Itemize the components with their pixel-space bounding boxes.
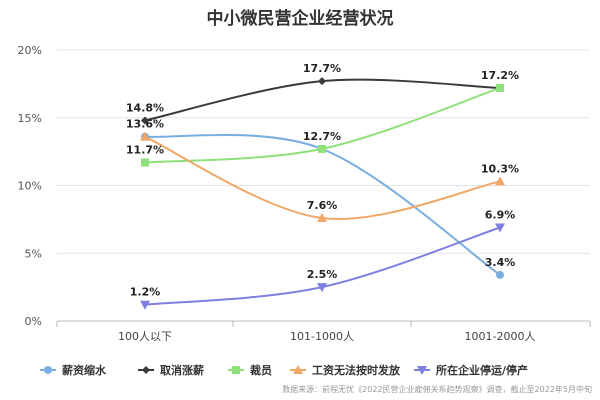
- data-label: 7.6%: [307, 199, 338, 212]
- legend-marker: [293, 365, 303, 374]
- data-point: [496, 270, 504, 279]
- data-point: [140, 131, 150, 141]
- x-tick-label: 100人以下: [118, 330, 172, 343]
- y-tick-label: 0%: [25, 315, 42, 328]
- data-label: 2.5%: [307, 268, 338, 281]
- legend-label: 工资无法按时发放: [312, 363, 401, 377]
- data-label: 6.9%: [485, 209, 516, 222]
- y-tick-label: 10%: [18, 180, 42, 193]
- data-point: [496, 83, 504, 92]
- legend-label: 裁员: [250, 363, 272, 377]
- x-tick-label: 101-1000人: [290, 330, 354, 343]
- data-label: 11.7%: [126, 143, 164, 156]
- y-tick-label: 5%: [25, 247, 42, 260]
- data-label: 12.7%: [303, 130, 341, 143]
- legend-label: 取消涨薪: [160, 363, 204, 377]
- data-point: [495, 223, 505, 233]
- data-label: 3.4%: [485, 256, 516, 269]
- series-line: [144, 226, 501, 306]
- data-point: [318, 144, 326, 153]
- legend-marker: [142, 366, 150, 374]
- data-label: 1.2%: [130, 286, 161, 299]
- legend-label: 所在企业停运/停产: [436, 363, 528, 377]
- data-point: [140, 300, 150, 310]
- data-label: 10.3%: [481, 162, 519, 175]
- legend-marker: [232, 366, 240, 374]
- legend-marker: [44, 366, 52, 374]
- data-point: [318, 77, 326, 86]
- data-point: [141, 116, 149, 125]
- y-tick-label: 15%: [18, 112, 42, 125]
- data-point: [141, 158, 149, 167]
- source-note: 数据来源：前程无忧《2022民营企业雇佣关系趋势观察》调查，截止至2022年5月…: [282, 384, 592, 394]
- chart-title: 中小微民营企业经营状况: [207, 8, 394, 29]
- series-line: [144, 78, 501, 122]
- legend-label: 薪资缩水: [62, 363, 107, 377]
- data-label: 17.7%: [303, 62, 341, 75]
- data-point: [495, 176, 505, 186]
- legend-marker: [417, 366, 427, 375]
- data-point: [317, 283, 327, 293]
- x-tick-label: 1001-2000人: [465, 330, 536, 343]
- data-point: [317, 213, 327, 223]
- data-label: 14.8%: [126, 101, 164, 114]
- y-tick-label: 20%: [18, 44, 42, 57]
- data-label: 17.2%: [481, 69, 519, 82]
